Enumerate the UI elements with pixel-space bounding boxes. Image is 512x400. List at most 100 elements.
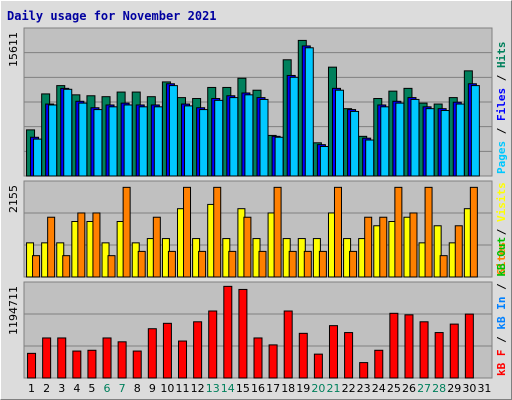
x-tick-day-21: 21 <box>326 382 340 395</box>
bar-sites-day-28 <box>439 255 448 278</box>
bar-kb-f-day-18 <box>283 310 293 379</box>
bar-pages-day-14 <box>229 97 239 177</box>
axis-label-kbytes-in-out: kB F / kB In / kB Out <box>495 237 508 376</box>
bar-sites-day-25 <box>394 186 403 278</box>
bar-pages-day-5 <box>93 109 103 177</box>
bar-pages-day-6 <box>108 106 118 177</box>
bar-pages-day-12 <box>199 109 209 177</box>
bar-sites-day-21 <box>333 186 342 278</box>
bar-kb-f-day-13 <box>208 310 218 379</box>
bar-sites-day-16 <box>258 250 267 278</box>
x-tick-day-1: 1 <box>28 382 35 395</box>
bar-kb-f-day-26 <box>404 314 414 379</box>
bar-pages-day-23 <box>365 139 375 177</box>
bar-sites-day-27 <box>424 186 433 278</box>
bar-kb-f-day-14 <box>223 285 233 379</box>
bar-kb-f-day-25 <box>389 312 399 379</box>
axis-label-part: / <box>495 68 508 88</box>
bar-kb-f-day-29 <box>449 323 459 379</box>
bar-pages-day-16 <box>259 98 269 177</box>
bar-sites-day-10 <box>167 250 176 278</box>
bar-sites-day-20 <box>318 250 327 278</box>
bar-pages-day-9 <box>153 106 163 177</box>
axis-label-part: kB In <box>495 297 508 330</box>
bar-sites-day-1 <box>32 255 41 278</box>
bar-kb-f-day-11 <box>178 340 188 379</box>
x-tick-day-20: 20 <box>311 382 325 395</box>
bar-pages-day-7 <box>123 104 133 177</box>
bar-pages-day-4 <box>78 102 88 177</box>
bar-sites-day-19 <box>303 250 312 278</box>
axis-label-part: kB Out <box>495 237 508 277</box>
bar-sites-day-15 <box>243 216 252 278</box>
axis-label-part: Sites <box>495 242 508 275</box>
bar-sites-day-18 <box>288 250 297 278</box>
x-tick-day-26: 26 <box>402 382 416 395</box>
bar-visits-day-28 <box>433 225 442 278</box>
bar-sites-day-7 <box>122 186 131 278</box>
bar-sites-day-8 <box>137 250 146 278</box>
bar-kb-f-day-12 <box>193 321 203 379</box>
bar-kb-f-day-23 <box>359 362 369 379</box>
bar-kb-f-day-6 <box>102 337 112 379</box>
x-tick-day-4: 4 <box>73 382 80 395</box>
axis-label-part: / <box>495 222 508 242</box>
bar-pages-day-15 <box>244 94 254 177</box>
bar-pages-day-22 <box>350 110 360 177</box>
x-tick-day-8: 8 <box>134 382 141 395</box>
bar-kb-f-day-16 <box>253 337 263 379</box>
x-tick-day-6: 6 <box>104 382 111 395</box>
bar-pages-day-1 <box>33 138 43 177</box>
bar-sites-day-5 <box>92 212 101 278</box>
bar-kb-f-day-21 <box>328 325 338 379</box>
axis-label-part: / <box>495 121 508 141</box>
bar-sites-day-12 <box>198 250 207 278</box>
x-tick-day-15: 15 <box>236 382 250 395</box>
bar-pages-day-21 <box>334 89 344 177</box>
bar-pages-day-18 <box>289 76 299 177</box>
x-tick-day-7: 7 <box>119 382 126 395</box>
bar-pages-day-29 <box>455 103 465 177</box>
bar-sites-day-9 <box>152 216 161 278</box>
bar-kb-f-day-30 <box>464 313 474 379</box>
x-tick-day-30: 30 <box>462 382 476 395</box>
bar-kb-f-day-4 <box>72 350 82 379</box>
bar-kb-f-day-28 <box>434 332 444 379</box>
axis-label-hits-files-pages: Pages / Files / Hits <box>495 42 508 175</box>
axis-label-part: Pages <box>495 141 508 174</box>
x-tick-day-24: 24 <box>372 382 386 395</box>
x-tick-day-11: 11 <box>176 382 190 395</box>
bar-kb-f-day-9 <box>147 328 157 379</box>
x-tick-day-14: 14 <box>221 382 235 395</box>
x-tick-day-25: 25 <box>387 382 401 395</box>
bar-kb-f-day-10 <box>162 322 172 379</box>
x-tick-day-31: 31 <box>477 382 491 395</box>
bar-sites-day-17 <box>273 186 282 278</box>
bar-kb-f-day-8 <box>132 350 142 379</box>
x-tick-day-9: 9 <box>149 382 156 395</box>
bar-pages-day-10 <box>168 85 178 177</box>
bar-kb-f-day-1 <box>27 352 37 379</box>
x-tick-day-28: 28 <box>432 382 446 395</box>
bar-sites-day-3 <box>62 255 71 278</box>
axis-label-part: Files <box>495 88 508 121</box>
x-tick-day-2: 2 <box>43 382 50 395</box>
axis-label-part: Hits <box>495 42 508 69</box>
x-tick-day-12: 12 <box>191 382 205 395</box>
bar-sites-day-24 <box>379 216 388 278</box>
x-tick-day-23: 23 <box>357 382 371 395</box>
x-tick-day-18: 18 <box>281 382 295 395</box>
bar-kb-f-day-5 <box>87 349 97 379</box>
axis-label-part: / <box>495 330 508 350</box>
bar-kb-f-day-19 <box>298 332 308 379</box>
bar-pages-day-13 <box>214 99 224 177</box>
x-tick-day-22: 22 <box>342 382 356 395</box>
axis-label-part: Visits <box>495 182 508 222</box>
max-label-hits-files-pages: 15611 <box>7 32 20 67</box>
bar-pages-day-17 <box>274 136 284 177</box>
max-label-visits-sites: 2155 <box>7 185 20 213</box>
bar-pages-day-11 <box>184 105 194 177</box>
x-tick-day-13: 13 <box>206 382 220 395</box>
bar-sites-day-4 <box>77 212 86 278</box>
